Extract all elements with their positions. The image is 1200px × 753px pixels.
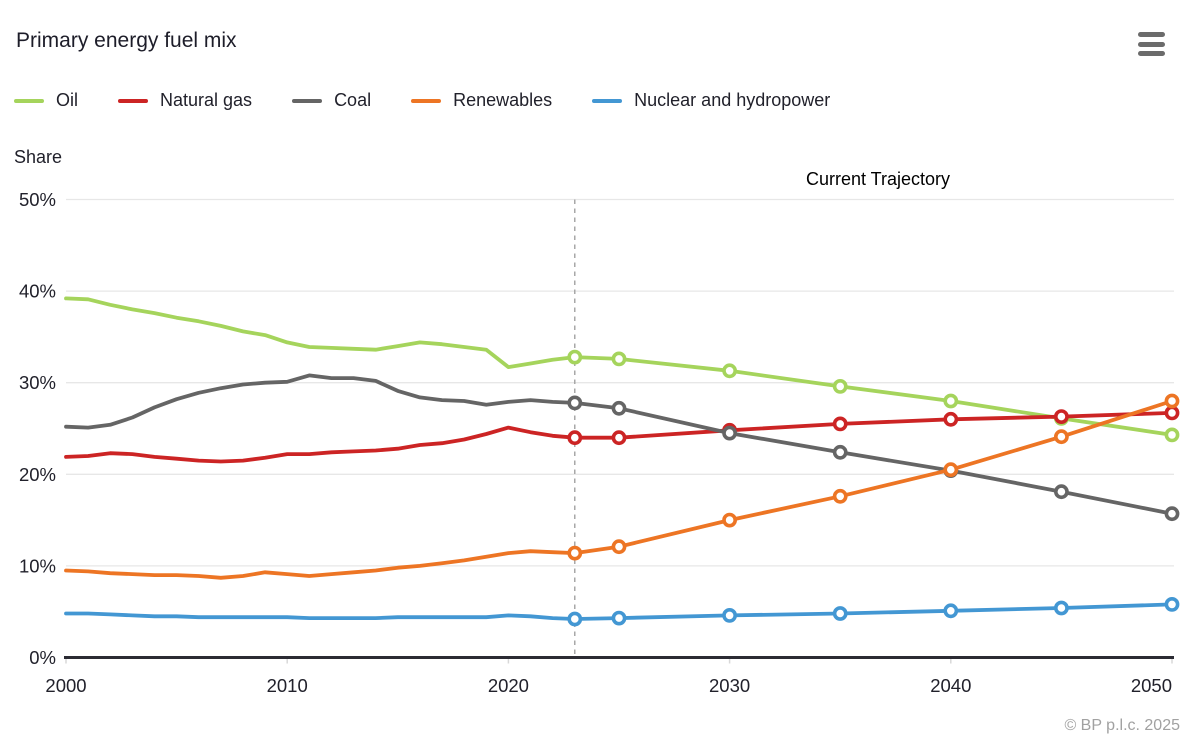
marker-oil-2035[interactable] bbox=[832, 378, 848, 394]
legend-label: Coal bbox=[334, 90, 372, 110]
y-tick-label: 20% bbox=[19, 464, 56, 485]
legend-swatch-renewables bbox=[411, 98, 442, 103]
marker-natural-gas-2025[interactable] bbox=[611, 430, 627, 446]
marker-coal-2030[interactable] bbox=[722, 425, 737, 441]
marker-renewables-2050[interactable] bbox=[1164, 393, 1180, 409]
legend-item-coal[interactable]: Coal bbox=[292, 90, 371, 111]
marker-natural-gas-2045[interactable] bbox=[1054, 409, 1069, 424]
marker-nuclear-and-hydropower-2050[interactable] bbox=[1164, 597, 1180, 612]
legend-item-oil[interactable]: Oil bbox=[14, 90, 78, 111]
marker-renewables-2030[interactable] bbox=[722, 512, 737, 528]
marker-coal-2025[interactable] bbox=[611, 400, 627, 416]
hamburger-icon[interactable] bbox=[1138, 32, 1165, 56]
copyright-text: © BP p.l.c. 2025 bbox=[1064, 717, 1180, 734]
marker-oil-2023[interactable] bbox=[567, 349, 583, 365]
legend-item-renewables[interactable]: Renewables bbox=[411, 90, 552, 111]
x-tick-label: 2010 bbox=[267, 675, 308, 696]
y-axis-title: Share bbox=[14, 147, 63, 167]
legend-swatch-nuclear-and-hydropower bbox=[592, 98, 623, 103]
marker-natural-gas-2035[interactable] bbox=[832, 416, 848, 432]
legend-swatch-coal bbox=[292, 98, 323, 103]
series-coal[interactable] bbox=[64, 373, 1180, 522]
hamburger-bar bbox=[1138, 41, 1165, 47]
marker-nuclear-and-hydropower-2030[interactable] bbox=[722, 608, 737, 623]
scenario-annotation: Current Trajectory bbox=[805, 169, 951, 189]
marker-renewables-2023[interactable] bbox=[567, 545, 583, 561]
y-tick-label: 0% bbox=[29, 647, 56, 668]
x-tick-label: 2040 bbox=[930, 675, 971, 696]
page-title: Primary energy fuel mix bbox=[16, 29, 237, 52]
x-tick-label: 2000 bbox=[45, 675, 86, 696]
series-line-renewables bbox=[64, 399, 1174, 580]
y-tick-label: 30% bbox=[19, 372, 56, 393]
series-line-oil bbox=[64, 296, 1174, 437]
series-natural-gas[interactable] bbox=[64, 405, 1180, 464]
series-line-coal bbox=[64, 373, 1174, 516]
marker-oil-2050[interactable] bbox=[1164, 427, 1180, 443]
legend-label: Renewables bbox=[453, 90, 553, 110]
marker-coal-2050[interactable] bbox=[1164, 506, 1180, 522]
y-tick-label: 10% bbox=[19, 555, 56, 576]
marker-natural-gas-2050[interactable] bbox=[1164, 405, 1180, 421]
x-tick-label: 2050 bbox=[1131, 675, 1172, 696]
series-renewables[interactable] bbox=[64, 393, 1180, 580]
marker-nuclear-and-hydropower-2035[interactable] bbox=[832, 606, 848, 621]
legend-item-natural-gas[interactable]: Natural gas bbox=[118, 90, 252, 111]
marker-coal-2045[interactable] bbox=[1054, 484, 1069, 500]
series-line-natural-gas bbox=[64, 410, 1174, 464]
x-tick-label: 2020 bbox=[488, 675, 529, 696]
marker-nuclear-and-hydropower-2025[interactable] bbox=[611, 610, 627, 626]
hamburger-bar bbox=[1138, 51, 1165, 56]
marker-oil-2030[interactable] bbox=[722, 363, 737, 379]
marker-renewables-2040[interactable] bbox=[943, 462, 959, 478]
marker-nuclear-and-hydropower-2023[interactable] bbox=[567, 611, 583, 627]
marker-renewables-2035[interactable] bbox=[832, 488, 848, 504]
legend: Oil Natural gas Coal Renewables Nuclear and … bbox=[14, 90, 870, 111]
marker-oil-2025[interactable] bbox=[611, 351, 627, 367]
y-tick-label: 40% bbox=[19, 281, 56, 302]
legend-label: Oil bbox=[56, 90, 78, 110]
marker-renewables-2025[interactable] bbox=[611, 539, 627, 555]
marker-nuclear-and-hydropower-2040[interactable] bbox=[943, 603, 959, 619]
marker-oil-2040[interactable] bbox=[943, 393, 959, 409]
y-tick-label: 50% bbox=[19, 189, 56, 210]
hamburger-bar bbox=[1138, 32, 1165, 37]
legend-swatch-oil bbox=[14, 98, 44, 103]
marker-renewables-2045[interactable] bbox=[1054, 429, 1069, 445]
marker-nuclear-and-hydropower-2045[interactable] bbox=[1054, 600, 1069, 616]
series-line-nuclear-and-hydropower bbox=[64, 602, 1174, 621]
marker-coal-2023[interactable] bbox=[567, 395, 583, 411]
legend-label: Nuclear and hydropower bbox=[634, 90, 831, 110]
legend-item-nuclear-and-hydropower[interactable]: Nuclear and hydropower bbox=[592, 90, 830, 111]
legend-label: Natural gas bbox=[160, 90, 253, 110]
legend-swatch-natural-gas bbox=[118, 98, 148, 103]
marker-natural-gas-2040[interactable] bbox=[943, 411, 959, 427]
marker-coal-2035[interactable] bbox=[832, 444, 848, 460]
series-nuclear-and-hydropower[interactable] bbox=[64, 597, 1180, 627]
x-tick-label: 2030 bbox=[709, 675, 750, 696]
marker-natural-gas-2023[interactable] bbox=[567, 430, 583, 446]
